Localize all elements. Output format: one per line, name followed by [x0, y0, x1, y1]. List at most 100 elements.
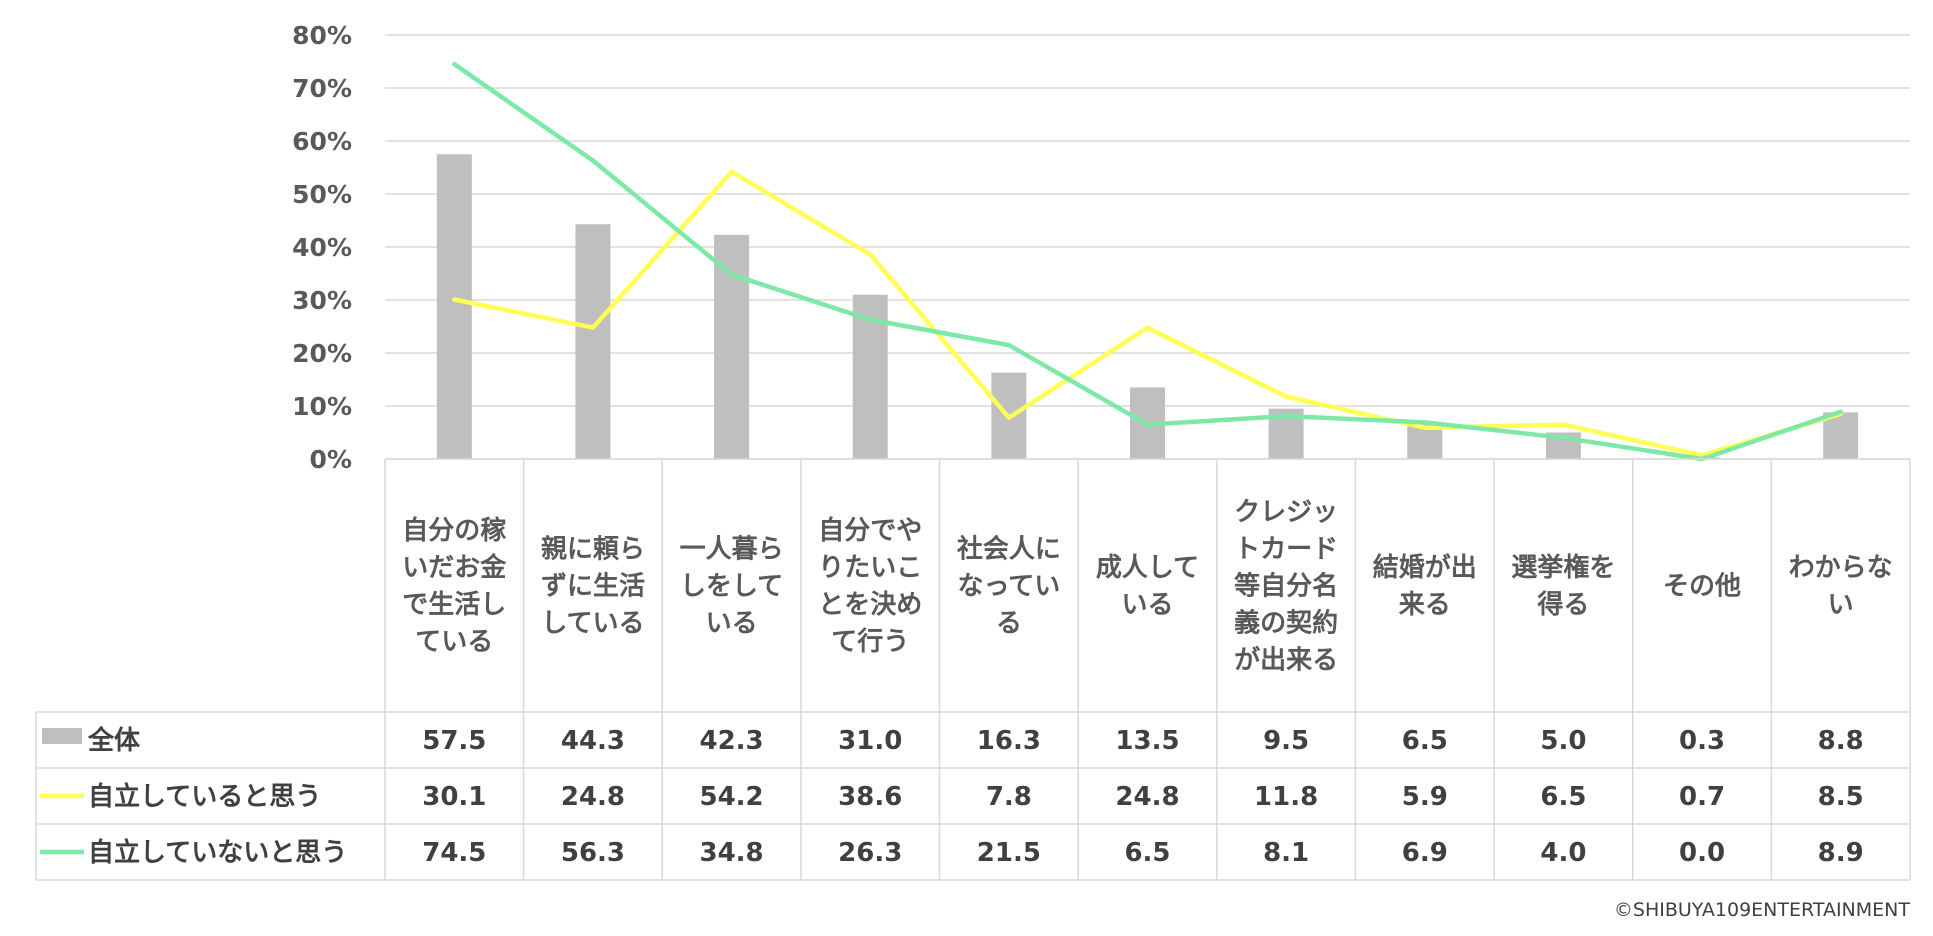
- y-tick-label: 60%: [292, 127, 352, 156]
- data-value: 34.8: [700, 838, 764, 868]
- data-value: 8.9: [1818, 838, 1864, 868]
- category-label-line: いる: [1121, 590, 1173, 620]
- bar: [575, 224, 611, 459]
- category-label-line: て行う: [831, 626, 909, 657]
- y-axis: 0% 10% 20% 30% 40% 50% 60% 70% 80%: [292, 21, 352, 474]
- bar: [1823, 412, 1859, 459]
- category-label-line: が出来る: [1234, 645, 1338, 676]
- data-value: 74.5: [422, 838, 486, 868]
- data-value: 0.0: [1679, 838, 1725, 868]
- data-value: 56.3: [561, 838, 625, 868]
- category-label-line: トカード: [1234, 535, 1338, 565]
- data-value: 6.9: [1402, 838, 1448, 868]
- y-tick-label: 10%: [292, 392, 352, 421]
- data-value: 31.0: [838, 726, 902, 756]
- category-label-line: わからな: [1789, 553, 1893, 583]
- category-label: 自分でやりたいことを決めて行う: [818, 515, 922, 657]
- category-label: 自分の稼いだお金で生活している: [402, 515, 507, 657]
- data-value: 6.5: [1402, 726, 1448, 756]
- category-label: クレジットカード等自分名義の契約が出来る: [1234, 498, 1338, 676]
- line-series-independent: [452, 169, 1843, 458]
- category-label-line: りたいこ: [818, 553, 922, 583]
- y-tick-label: 30%: [292, 286, 352, 315]
- data-value: 8.8: [1818, 726, 1864, 756]
- category-label-line: い: [1828, 590, 1854, 620]
- y-tick-label: 0%: [310, 445, 352, 474]
- data-value: 0.7: [1679, 782, 1725, 812]
- y-tick-label: 20%: [292, 339, 352, 368]
- category-label-line: 社会人に: [957, 534, 1061, 565]
- category-label: 成人している: [1096, 553, 1199, 620]
- data-value: 8.5: [1818, 782, 1864, 812]
- line-series: [452, 61, 1843, 462]
- bar: [1407, 424, 1443, 459]
- category-label: わからない: [1789, 553, 1893, 620]
- category-label-line: 義の契約: [1234, 608, 1338, 639]
- legend-key-bar: [42, 728, 82, 744]
- series-name: 自立していると思う: [88, 781, 321, 812]
- category-label-line: 自分でや: [818, 515, 922, 546]
- category-label-line: 自分の稼: [402, 515, 506, 546]
- y-tick-label: 80%: [292, 21, 352, 50]
- line-series-not-independent: [452, 61, 1843, 462]
- category-label-line: とを決め: [818, 590, 922, 620]
- category-label-line: 等自分名: [1234, 571, 1338, 602]
- series-name: 全体: [87, 725, 141, 756]
- data-table: 自分の稼いだお金で生活している親に頼らずに生活している一人暮らしをしている自分で…: [35, 458, 1911, 881]
- y-tick-label: 70%: [292, 74, 352, 103]
- category-label-line: 選挙権を: [1511, 552, 1615, 583]
- category-label: 結婚が出来る: [1373, 552, 1477, 620]
- category-label-line: している: [541, 609, 644, 639]
- category-label-line: いる: [706, 609, 758, 639]
- data-value: 26.3: [838, 838, 902, 868]
- gridlines: [385, 34, 1910, 460]
- data-value: 24.8: [561, 782, 625, 812]
- category-label-line: しをして: [680, 572, 783, 602]
- category-label-line: 成人して: [1096, 553, 1199, 583]
- data-value: 7.8: [986, 782, 1032, 812]
- category-label-line: で生活し: [402, 590, 506, 620]
- data-value: 30.1: [422, 782, 486, 812]
- data-value: 38.6: [838, 782, 902, 812]
- data-value: 8.1: [1263, 838, 1309, 868]
- category-label: 親に頼らずに生活している: [541, 535, 645, 639]
- y-tick-label: 40%: [292, 233, 352, 262]
- y-tick-label: 50%: [292, 180, 352, 209]
- data-value: 13.5: [1115, 726, 1179, 756]
- data-value: 57.5: [422, 726, 486, 756]
- bar: [714, 234, 750, 459]
- category-label-line: 得る: [1536, 590, 1589, 620]
- category-label: 一人暮らしをしている: [680, 535, 784, 639]
- data-value: 24.8: [1115, 782, 1179, 812]
- copyright-notice: ©SHIBUYA109ENTERTAINMENT: [1614, 899, 1910, 921]
- data-value: 11.8: [1254, 782, 1318, 812]
- category-label-line: 結婚が出: [1373, 552, 1477, 583]
- bars-series-overall: [436, 154, 1859, 459]
- category-label-line: 一人暮ら: [680, 535, 784, 565]
- category-label-line: なってい: [958, 572, 1061, 602]
- data-value: 0.3: [1679, 726, 1725, 756]
- series-name: 自立していないと思う: [88, 837, 347, 868]
- data-value: 5.0: [1540, 726, 1586, 756]
- category-label-line: ずに生活: [541, 572, 645, 602]
- data-value: 6.5: [1540, 782, 1586, 812]
- data-value: 6.5: [1124, 838, 1170, 868]
- category-label-line: ている: [415, 627, 493, 657]
- category-label: その他: [1663, 572, 1741, 602]
- data-value: 5.9: [1402, 782, 1448, 812]
- category-label-line: 来る: [1399, 590, 1451, 620]
- category-label-line: クレジッ: [1234, 498, 1338, 528]
- category-label: 選挙権を得る: [1511, 552, 1615, 620]
- data-value: 9.5: [1263, 726, 1309, 756]
- category-label-line: いだお金: [402, 552, 507, 583]
- data-value: 54.2: [700, 782, 764, 812]
- category-label: 社会人になっている: [957, 534, 1061, 639]
- bar: [436, 154, 472, 459]
- data-value: 21.5: [977, 838, 1041, 868]
- data-value: 42.3: [700, 726, 764, 756]
- data-value: 44.3: [561, 726, 625, 756]
- data-value: 4.0: [1540, 838, 1586, 868]
- category-label-line: る: [996, 609, 1022, 639]
- category-label-line: その他: [1663, 572, 1741, 602]
